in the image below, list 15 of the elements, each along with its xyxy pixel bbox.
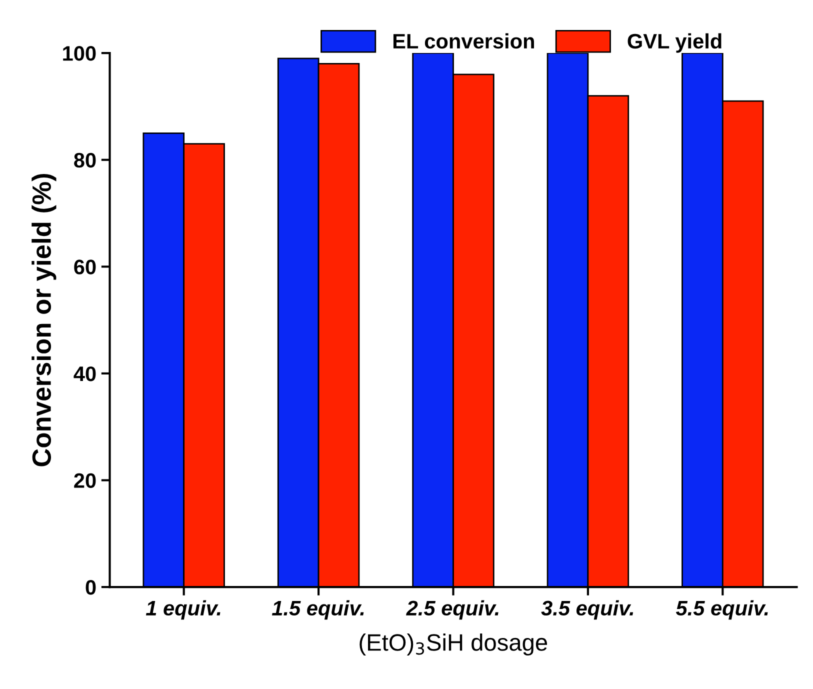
legend-label: GVL yield bbox=[628, 33, 722, 53]
y-axis-title: Conversion or yield (%) bbox=[32, 174, 56, 466]
y-tick-label: 60 bbox=[74, 260, 96, 274]
y-tick-label: 40 bbox=[74, 366, 96, 382]
y-tick-label: 80 bbox=[74, 152, 96, 168]
y-tick-label: 20 bbox=[74, 473, 96, 488]
x-tick-label: 3.5 equiv. bbox=[541, 600, 634, 620]
x-tick-label: 1 equiv. bbox=[146, 600, 220, 620]
x-tick-label: 2.5 equiv. bbox=[406, 600, 498, 620]
x-axis-title: (EtO)$_{3}$SiH dosage bbox=[360, 634, 548, 656]
x-tick-label: 5.5 equiv. bbox=[676, 600, 768, 620]
y-tick-label: 100 bbox=[63, 46, 96, 61]
y-tick-label: 0 bbox=[86, 580, 96, 595]
x-tick-label: 1.5 equiv. bbox=[272, 600, 364, 620]
legend-label: EL conversion bbox=[393, 33, 534, 49]
